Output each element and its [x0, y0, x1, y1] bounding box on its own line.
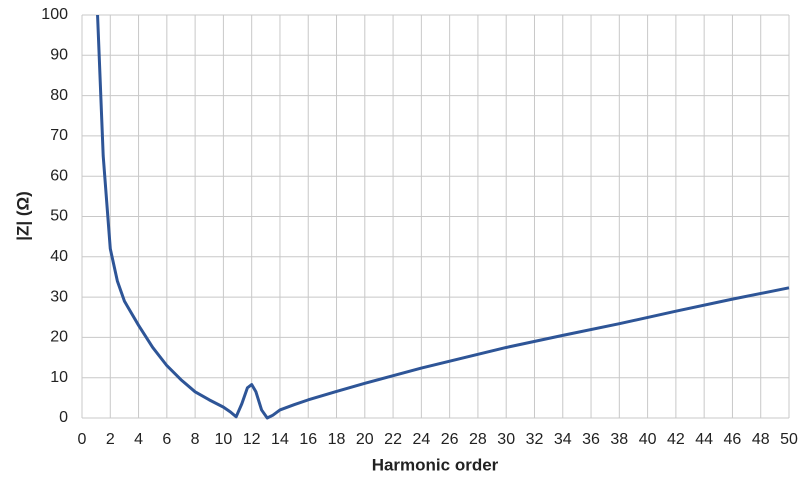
- x-tick-label: 14: [271, 431, 289, 448]
- y-tick-label: 30: [50, 288, 68, 305]
- x-tick-label: 34: [554, 431, 572, 448]
- x-tick-label: 10: [215, 431, 233, 448]
- y-tick-label: 100: [41, 6, 68, 23]
- x-tick-label: 48: [752, 431, 770, 448]
- x-tick-label: 30: [497, 431, 515, 448]
- x-tick-label: 0: [78, 431, 87, 448]
- x-tick-label: 20: [356, 431, 374, 448]
- x-tick-label: 40: [639, 431, 657, 448]
- x-tick-label: 4: [134, 431, 143, 448]
- x-tick-label: 24: [412, 431, 430, 448]
- y-tick-label: 0: [59, 409, 68, 426]
- y-tick-label: 90: [50, 47, 68, 64]
- x-tick-label: 42: [667, 431, 685, 448]
- x-tick-label: 38: [610, 431, 628, 448]
- x-tick-label: 28: [469, 431, 487, 448]
- x-tick-label: 2: [106, 431, 115, 448]
- x-tick-label: 16: [299, 431, 317, 448]
- y-tick-label: 70: [50, 127, 68, 144]
- x-tick-label: 36: [582, 431, 600, 448]
- x-tick-label: 26: [441, 431, 459, 448]
- y-axis-label: |Z| (Ω): [13, 191, 32, 241]
- x-tick-label: 50: [780, 431, 798, 448]
- y-tick-label: 10: [50, 369, 68, 386]
- x-tick-label: 8: [191, 431, 200, 448]
- x-tick-label: 46: [724, 431, 742, 448]
- data-line: [96, 14, 790, 420]
- x-tick-label: 12: [243, 431, 261, 448]
- y-tick-label: 40: [50, 248, 68, 265]
- y-tick-label: 60: [50, 167, 68, 184]
- y-tick-label: 20: [50, 329, 68, 346]
- x-axis-label: Harmonic order: [372, 455, 499, 474]
- y-tick-label: 80: [50, 87, 68, 104]
- x-tick-label: 22: [384, 431, 402, 448]
- x-tick-label: 18: [328, 431, 346, 448]
- x-tick-label: 6: [162, 431, 171, 448]
- x-tick-label: 32: [526, 431, 544, 448]
- y-tick-label: 50: [50, 208, 68, 225]
- x-tick-label: 44: [695, 431, 713, 448]
